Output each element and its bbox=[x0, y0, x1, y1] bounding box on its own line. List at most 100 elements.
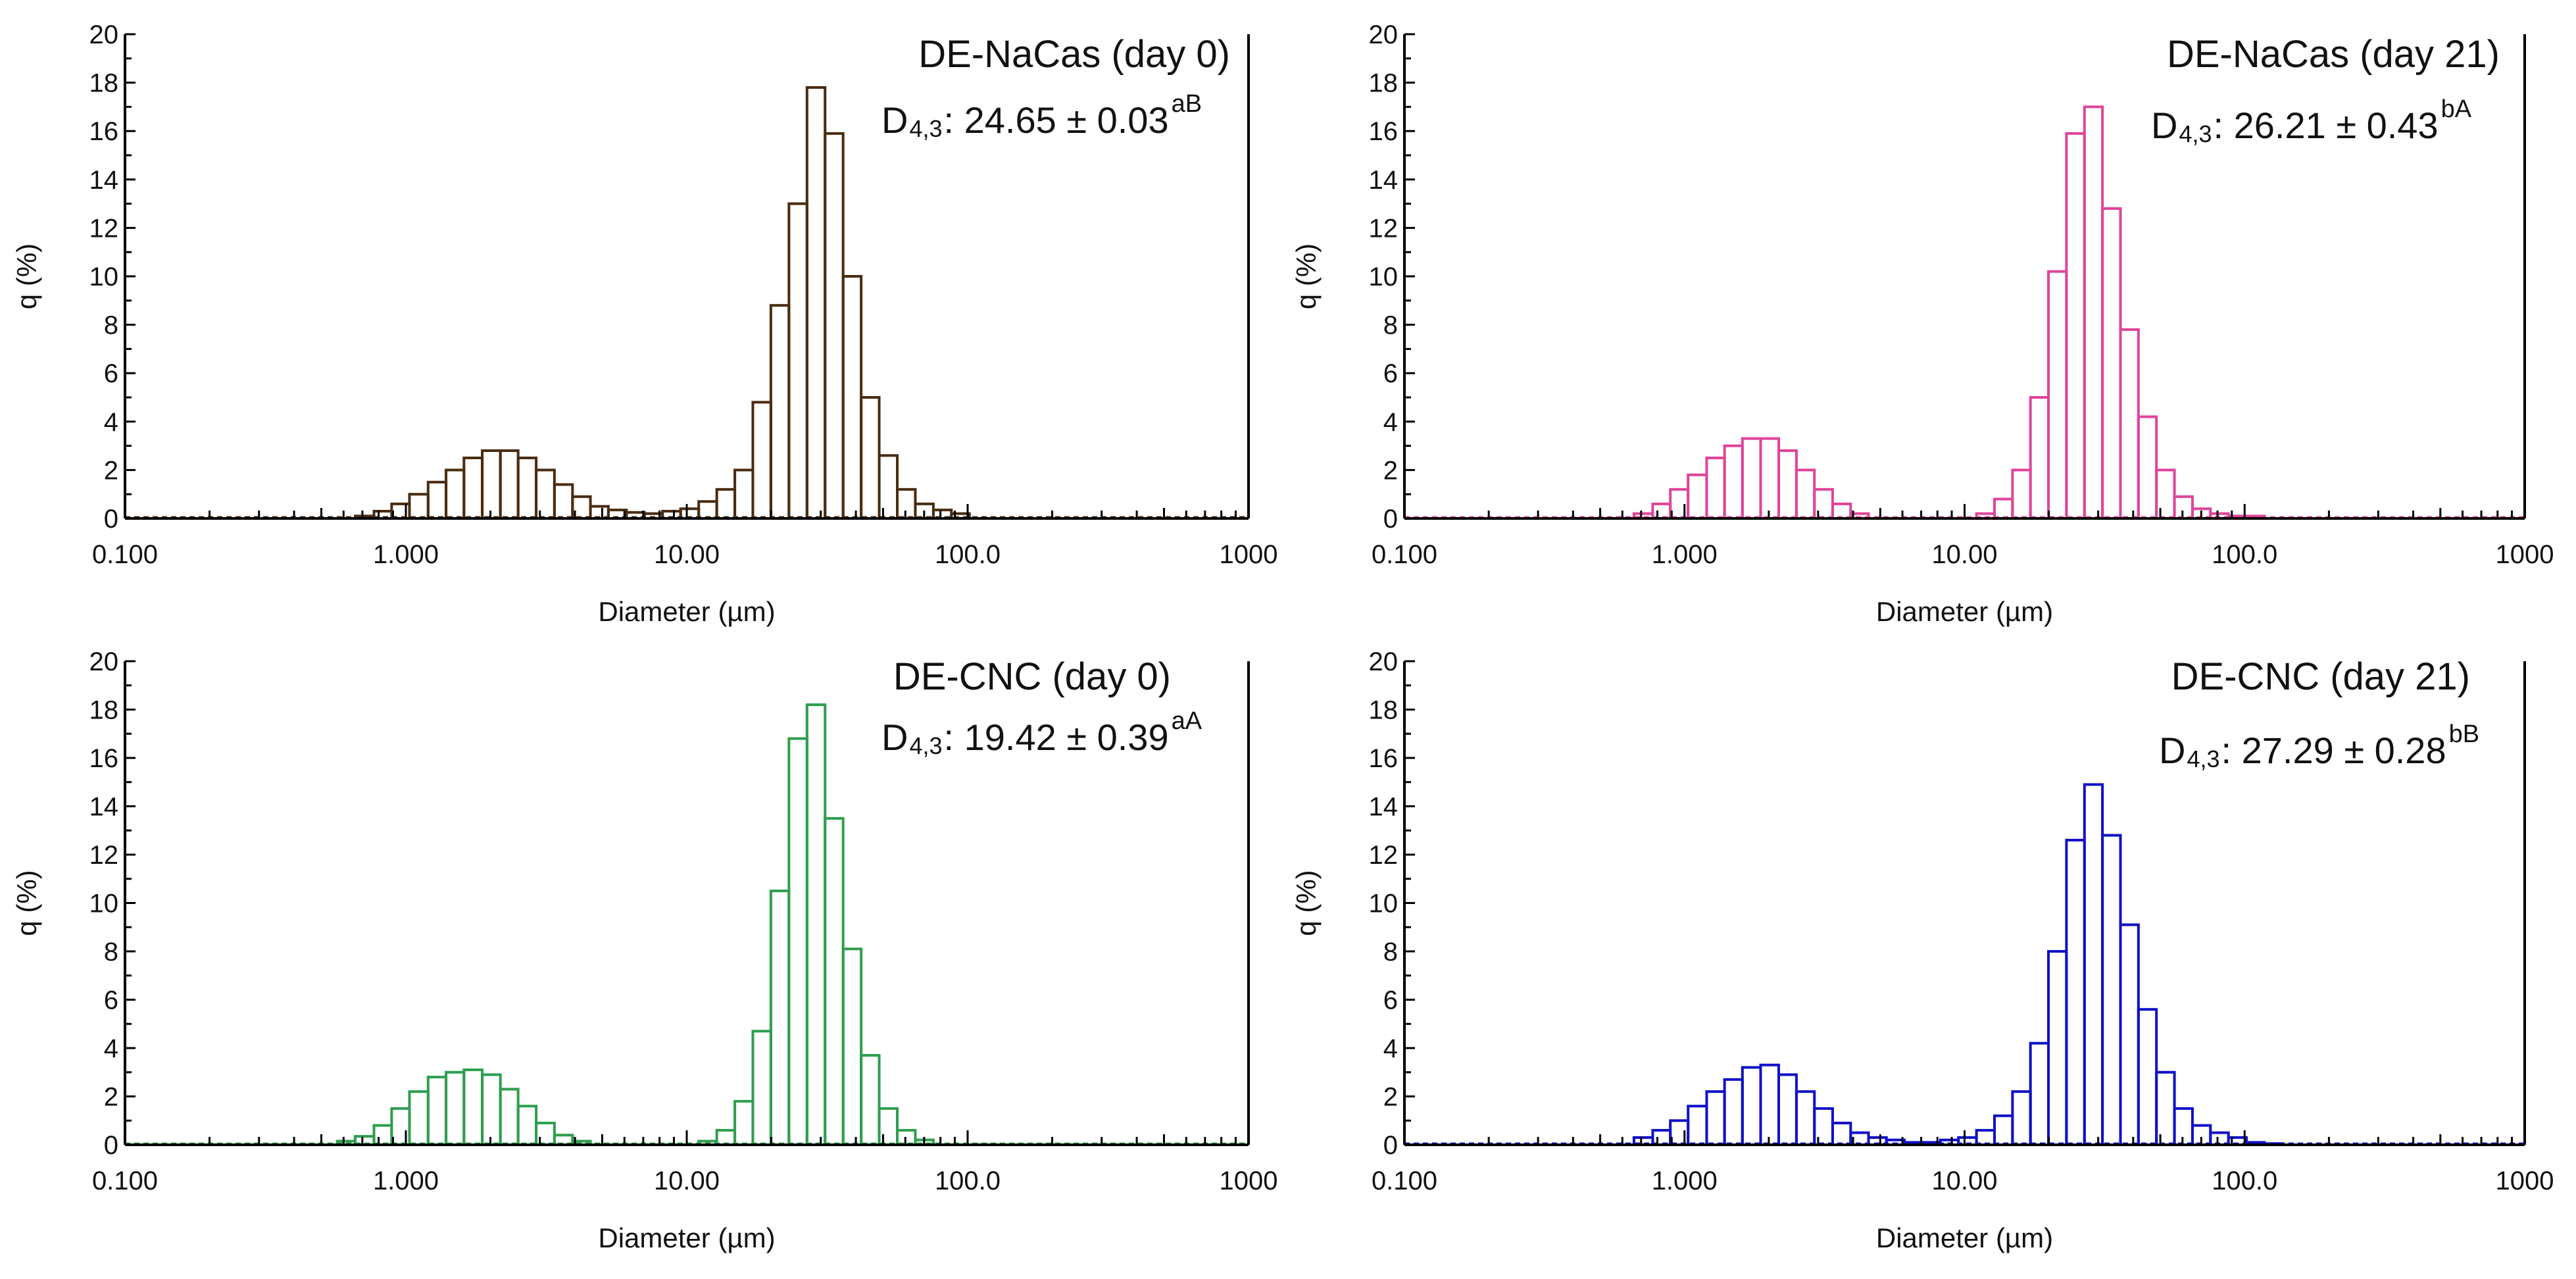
y-tick-label: 6 bbox=[1383, 986, 1398, 1015]
histogram-bar bbox=[2101, 834, 2122, 1146]
histogram-bar bbox=[805, 86, 827, 520]
x-tick-label: 100.0 bbox=[2212, 540, 2277, 569]
y-tick-label: 8 bbox=[104, 311, 118, 340]
histogram-bar bbox=[841, 947, 863, 1146]
histogram-bar bbox=[481, 449, 502, 520]
histogram-bar bbox=[499, 1088, 520, 1146]
histogram-bar bbox=[408, 493, 430, 520]
histogram-bar bbox=[1777, 449, 1798, 520]
y-tick-label: 6 bbox=[104, 986, 118, 1015]
y-tick-label: 14 bbox=[1369, 166, 1399, 195]
x-axis-title: Diameter (µm) bbox=[598, 1222, 775, 1253]
histogram-bar bbox=[715, 488, 737, 520]
x-tick-label: 100.0 bbox=[935, 1166, 1001, 1195]
histogram-bar bbox=[824, 132, 845, 520]
y-tick-label: 20 bbox=[1369, 647, 1399, 676]
d43-superscript: bA bbox=[2441, 95, 2472, 123]
panel-title: DE-CNC (day 0) bbox=[893, 655, 1171, 698]
y-tick-label: 0 bbox=[104, 1131, 118, 1160]
y-tick-label: 16 bbox=[1369, 744, 1399, 773]
y-tick-label: 8 bbox=[1383, 938, 1398, 966]
panel-de-nacas-day-21: 0 2 4 6 8 10 12 14 16 18 20 0.100 1.000 10.00 100.0 100… bbox=[1291, 20, 2554, 627]
histogram-bar bbox=[751, 401, 772, 520]
histogram-bar bbox=[841, 275, 863, 520]
y-tick-label: 16 bbox=[89, 117, 119, 146]
histogram-bar bbox=[372, 1124, 393, 1146]
histogram-bar bbox=[516, 457, 538, 520]
histogram-bar bbox=[787, 202, 808, 520]
d43-superscript: bB bbox=[2449, 720, 2479, 748]
y-tick-label: 20 bbox=[1369, 20, 1399, 49]
histogram-bar bbox=[2137, 1008, 2158, 1146]
d43-annotation: D 4,3: 26.21 ± 0.43 bA bbox=[2151, 95, 2472, 147]
histogram-bar bbox=[1993, 497, 2014, 520]
y-tick-label: 2 bbox=[1383, 456, 1398, 485]
y-tick-label: 12 bbox=[1369, 214, 1399, 243]
x-tick-label: 1.000 bbox=[373, 1166, 439, 1195]
d43-annotation: D 4,3: 24.65 ± 0.03 aB bbox=[881, 90, 1202, 142]
y-tick-label: 10 bbox=[1369, 890, 1399, 918]
x-tick-label: 1000 bbox=[2496, 540, 2554, 569]
histogram-bar bbox=[1759, 437, 1780, 520]
histogram-bar bbox=[2029, 396, 2050, 520]
x-tick-label: 1000 bbox=[2496, 1166, 2554, 1195]
histogram-bar bbox=[553, 483, 574, 520]
x-tick-label: 100.0 bbox=[935, 540, 1001, 569]
y-tick-label: 14 bbox=[89, 166, 119, 195]
d43-subscript: 4,3 bbox=[909, 115, 942, 142]
histogram-bar bbox=[824, 816, 845, 1146]
y-tick-label: 14 bbox=[89, 793, 119, 822]
y-tick-label: 0 bbox=[1383, 505, 1398, 534]
x-tick-label: 1.000 bbox=[373, 540, 439, 569]
d43-subscript: 4,3 bbox=[909, 732, 942, 759]
x-tick-label: 1000 bbox=[1220, 1166, 1278, 1195]
histogram-bars bbox=[335, 703, 935, 1147]
y-tick-label: 18 bbox=[1369, 69, 1399, 98]
histogram-bar bbox=[878, 454, 899, 520]
histogram-bar bbox=[1741, 437, 1762, 520]
y-tick-label: 16 bbox=[1369, 117, 1399, 146]
histogram-bar bbox=[769, 890, 791, 1146]
histogram-bar bbox=[426, 1076, 448, 1146]
x-tick-label: 1.000 bbox=[1652, 540, 1718, 569]
y-tick-label: 16 bbox=[89, 744, 119, 773]
histogram-bar bbox=[787, 737, 808, 1146]
y-tick-label: 14 bbox=[1369, 793, 1399, 822]
x-tick-label: 1000 bbox=[1220, 540, 1278, 569]
histogram-bar bbox=[2101, 207, 2122, 520]
histogram-bar bbox=[1687, 473, 1708, 520]
histogram-bar bbox=[462, 1068, 484, 1146]
y-tick-label: 6 bbox=[104, 359, 118, 388]
d43-symbol: D bbox=[881, 99, 908, 141]
y-tick-label: 12 bbox=[89, 214, 119, 243]
histogram-bar bbox=[733, 1099, 755, 1146]
histogram-bar bbox=[2065, 838, 2086, 1146]
y-tick-label: 0 bbox=[104, 505, 118, 534]
d43-superscript: aB bbox=[1172, 90, 1202, 118]
histogram-bar bbox=[481, 1073, 502, 1147]
histogram-bars bbox=[1632, 783, 2284, 1147]
histogram-bar bbox=[878, 1107, 899, 1146]
panel-de-nacas-day-0: 0 2 4 6 8 10 12 14 16 18 20 0.100 1.000 10.00 100.0 100… bbox=[11, 20, 1277, 627]
histogram-bar bbox=[2137, 415, 2158, 520]
histogram-bar bbox=[462, 457, 484, 520]
y-tick-label: 4 bbox=[1383, 1034, 1398, 1063]
histogram-bar bbox=[1723, 444, 1744, 520]
y-tick-label: 4 bbox=[104, 1034, 118, 1063]
y-tick-label: 10 bbox=[89, 890, 119, 918]
histogram-bar bbox=[860, 1054, 881, 1147]
d43-value: : 26.21 ± 0.43 bbox=[2214, 105, 2439, 146]
panel-title: DE-CNC (day 21) bbox=[2171, 655, 2470, 698]
y-tick-label: 8 bbox=[104, 938, 118, 966]
x-tick-label: 10.00 bbox=[1931, 540, 1997, 569]
histogram-bar bbox=[2083, 105, 2104, 520]
histogram-bar bbox=[2155, 1070, 2176, 1146]
y-tick-label: 10 bbox=[1369, 263, 1399, 291]
histogram-bars bbox=[353, 86, 971, 520]
histogram-bar bbox=[805, 703, 827, 1146]
histogram-bars bbox=[1632, 105, 2266, 520]
y-tick-label: 4 bbox=[1383, 408, 1398, 437]
x-tick-label: 0.100 bbox=[1372, 540, 1437, 569]
histogram-bar bbox=[1831, 1121, 1852, 1147]
histogram-bar bbox=[2119, 328, 2140, 520]
